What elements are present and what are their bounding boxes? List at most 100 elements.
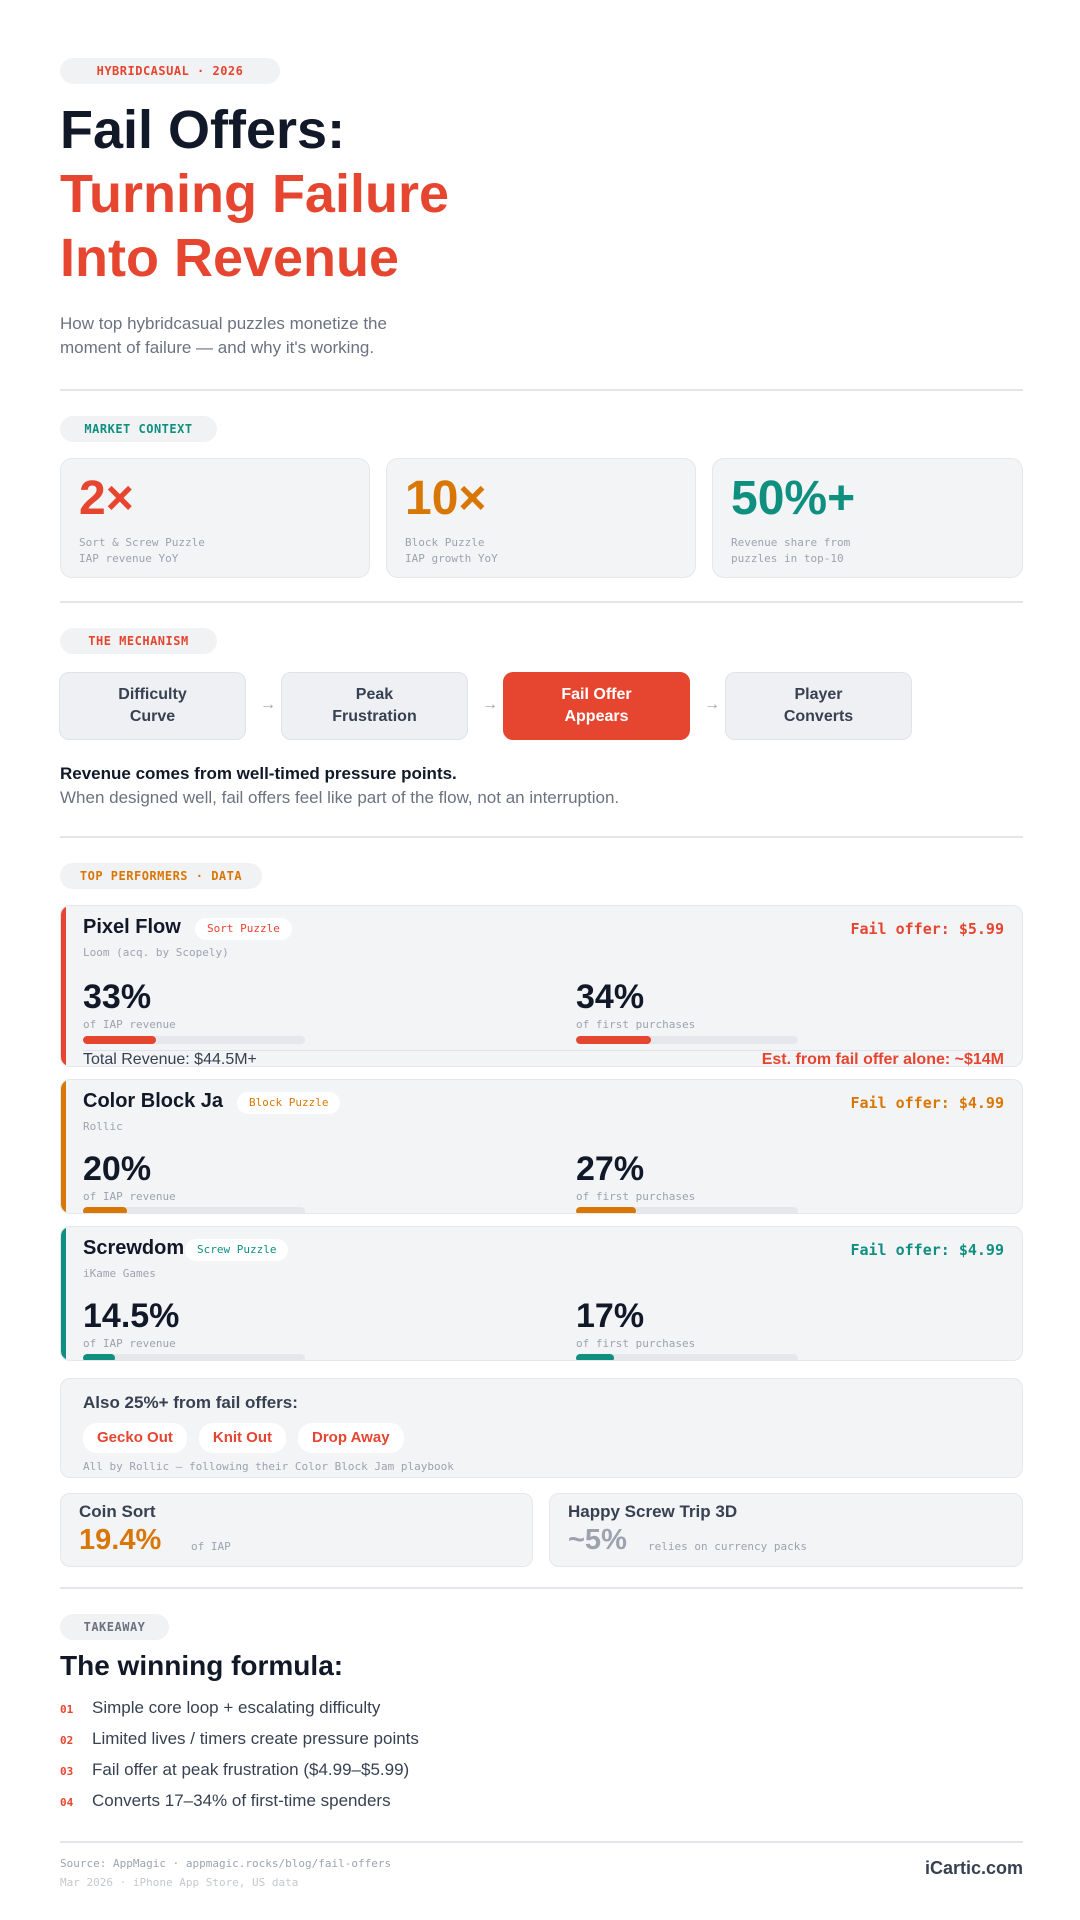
arrow-icon: → bbox=[704, 696, 720, 713]
takeaway-tag: TAKEAWAY bbox=[60, 1614, 169, 1640]
mini-label: of IAP bbox=[191, 1540, 231, 1553]
mechanism-step-converts: Player Converts bbox=[725, 672, 912, 740]
also-title: Also 25%+ from fail offers: bbox=[83, 1393, 298, 1412]
company: Loom (acq. by Scopely) bbox=[83, 946, 229, 959]
company: Rollic bbox=[83, 1120, 123, 1133]
performer-card-pixel-flow: Pixel Flow Sort Puzzle Loom (acq. by Sco… bbox=[60, 905, 1023, 1067]
performer-card-screwdom: Screwdom Screw Puzzle iKame Games Fail o… bbox=[60, 1226, 1023, 1361]
mechanism-headline: Revenue comes from well-timed pressure p… bbox=[60, 764, 457, 783]
mini-card-coin-sort: Coin Sort 19.4% of IAP bbox=[60, 1493, 533, 1567]
stat-value: 34% bbox=[576, 978, 645, 1016]
stat-label: of IAP revenue bbox=[83, 1190, 176, 1203]
takeaway-title: The winning formula: bbox=[60, 1650, 344, 1681]
accent-bar bbox=[61, 1227, 66, 1360]
item-text: Converts 17–34% of first-time spenders bbox=[92, 1791, 391, 1810]
subtitle: How top hybridcasual puzzles monetize th… bbox=[60, 312, 387, 360]
progress-fill bbox=[83, 1036, 157, 1044]
market-tag: MARKET CONTEXT bbox=[60, 416, 217, 442]
progress-track bbox=[576, 1036, 798, 1044]
accent-bar bbox=[61, 1080, 66, 1213]
footer-date: Mar 2026 · iPhone App Store, US data bbox=[60, 1876, 299, 1889]
market-value: 2× bbox=[79, 472, 134, 525]
game-chip-gecko-out: Gecko Out bbox=[83, 1423, 187, 1453]
stat-iap-revenue: 14.5% of IAP revenue bbox=[83, 1297, 179, 1350]
mini-card-happy-screw-trip: Happy Screw Trip 3D ~5% relies on curren… bbox=[549, 1493, 1023, 1567]
market-desc: Block Puzzle IAP growth YoY bbox=[405, 536, 498, 565]
accent-bar bbox=[61, 906, 66, 1066]
stat-value: 27% bbox=[576, 1150, 645, 1188]
mini-value: ~5% bbox=[568, 1524, 627, 1556]
progress-fill bbox=[576, 1354, 614, 1360]
progress-fill bbox=[576, 1036, 652, 1044]
progress-fill bbox=[83, 1354, 116, 1360]
game-name: Pixel Flow bbox=[83, 916, 181, 938]
total-revenue: Total Revenue: $44.5M+ bbox=[83, 1051, 257, 1067]
market-card: 50%+ Revenue share from puzzles in top-1… bbox=[712, 458, 1023, 578]
page-title: Fail Offers: Turning Failure Into Revenu… bbox=[60, 98, 449, 290]
title-line-3: Into Revenue bbox=[60, 228, 400, 288]
performer-card-color-block-jam: Color Block Ja Block Puzzle Rollic Fail … bbox=[60, 1079, 1023, 1214]
stat-first-purchases: 17% of first purchases bbox=[576, 1297, 695, 1350]
mini-name: Coin Sort bbox=[79, 1502, 156, 1521]
divider bbox=[83, 1050, 1004, 1051]
mechanism-step-difficulty: Difficulty Curve bbox=[59, 672, 246, 740]
stat-value: 14.5% bbox=[83, 1297, 180, 1335]
progress-track bbox=[576, 1207, 798, 1213]
market-card: 2× Sort & Screw Puzzle IAP revenue YoY bbox=[60, 458, 370, 578]
stat-value: 20% bbox=[83, 1150, 152, 1188]
stat-first-purchases: 27% of first purchases bbox=[576, 1150, 695, 1203]
progress-fill bbox=[576, 1207, 636, 1213]
divider bbox=[60, 1587, 1023, 1589]
stat-iap-revenue: 20% of IAP revenue bbox=[83, 1150, 176, 1203]
also-card: Also 25%+ from fail offers: Gecko Out Kni… bbox=[60, 1378, 1023, 1478]
item-number: 02 bbox=[60, 1734, 74, 1747]
brand-logo[interactable]: iCartic.com bbox=[924, 1858, 1023, 1878]
mini-value: 19.4% bbox=[79, 1524, 162, 1556]
divider bbox=[60, 389, 1023, 391]
stat-label: of first purchases bbox=[576, 1190, 696, 1203]
market-desc: Revenue share from puzzles in top-10 bbox=[731, 536, 851, 565]
stat-label: of first purchases bbox=[576, 1337, 696, 1350]
also-games: Gecko Out Knit Out Drop Away bbox=[83, 1423, 416, 1453]
stat-label: of first purchases bbox=[576, 1018, 696, 1031]
performers-tag: TOP PERFORMERS · DATA bbox=[60, 863, 262, 889]
progress-track bbox=[83, 1207, 305, 1213]
subtitle-line-1: How top hybridcasual puzzles monetize th… bbox=[60, 314, 387, 333]
progress-fill bbox=[83, 1207, 128, 1213]
footer-source[interactable]: Source: AppMagic · appmagic.rocks/blog/f… bbox=[60, 1857, 392, 1870]
mechanism-body: When designed well, fail offers feel lik… bbox=[60, 788, 620, 807]
stat-value: 33% bbox=[83, 978, 152, 1016]
genre-tag: Sort Puzzle bbox=[195, 918, 292, 940]
hero-tag: HYBRIDCASUAL · 2026 bbox=[60, 58, 280, 84]
mini-label: relies on currency packs bbox=[648, 1540, 807, 1553]
genre-tag: Screw Puzzle bbox=[185, 1239, 289, 1261]
mini-name: Happy Screw Trip 3D bbox=[568, 1502, 738, 1521]
mechanism-step-frustration: Peak Frustration bbox=[281, 672, 468, 740]
stat-iap-revenue: 33% of IAP revenue bbox=[83, 978, 176, 1031]
item-text: Fail offer at peak frustration ($4.99–$5… bbox=[92, 1760, 410, 1779]
item-text: Simple core loop + escalating difficulty bbox=[92, 1698, 381, 1717]
market-card: 10× Block Puzzle IAP growth YoY bbox=[386, 458, 696, 578]
stat-value: 17% bbox=[576, 1297, 645, 1335]
game-chip-knit-out: Knit Out bbox=[198, 1423, 287, 1453]
mechanism-step-fail-offer: Fail Offer Appears bbox=[503, 672, 690, 740]
market-desc: Sort & Screw Puzzle IAP revenue YoY bbox=[79, 536, 205, 565]
title-line-1: Fail Offers: bbox=[60, 100, 346, 160]
also-note: All by Rollic — following their Color Bl… bbox=[83, 1460, 454, 1473]
fail-offer-price: Fail offer: $4.99 bbox=[850, 1094, 1004, 1112]
arrow-icon: → bbox=[260, 696, 276, 713]
item-number: 01 bbox=[60, 1703, 74, 1716]
divider bbox=[60, 1841, 1023, 1843]
item-number: 04 bbox=[60, 1796, 74, 1809]
divider bbox=[60, 836, 1023, 838]
arrow-icon: → bbox=[482, 696, 498, 713]
subtitle-line-2: moment of failure — and why it's working… bbox=[60, 338, 375, 357]
fail-offer-price: Fail offer: $5.99 bbox=[850, 920, 1004, 938]
progress-track bbox=[83, 1354, 305, 1360]
stat-first-purchases: 34% of first purchases bbox=[576, 978, 695, 1031]
fail-offer-estimate: Est. from fail offer alone: ~$14M bbox=[761, 1051, 1004, 1067]
item-number: 03 bbox=[60, 1765, 74, 1778]
title-line-2: Turning Failure bbox=[60, 164, 449, 224]
game-name: Color Block Ja bbox=[83, 1090, 224, 1112]
game-name: Screwdom bbox=[83, 1237, 185, 1259]
